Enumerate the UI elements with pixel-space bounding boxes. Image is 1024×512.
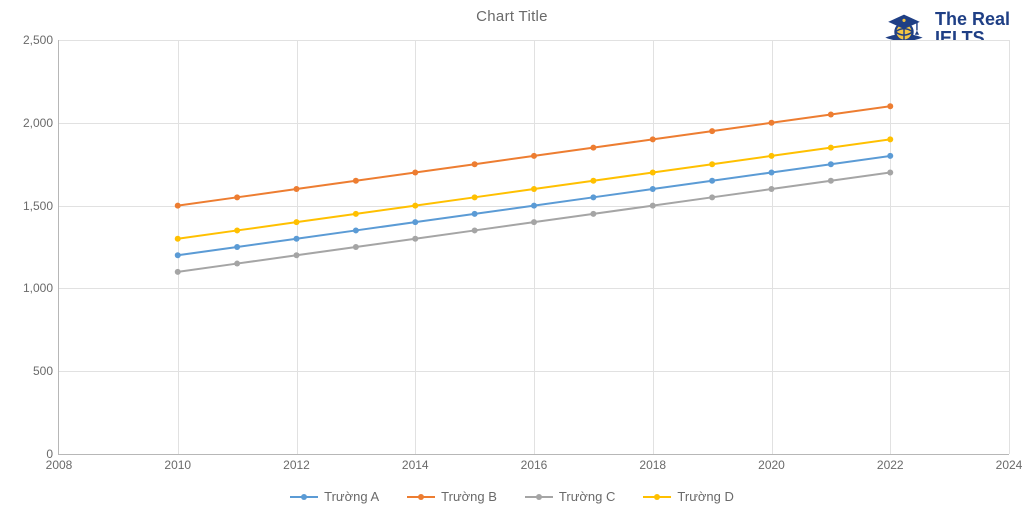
series-marker bbox=[234, 194, 240, 200]
series-marker bbox=[353, 227, 359, 233]
series-marker bbox=[175, 269, 181, 275]
series-marker bbox=[887, 169, 893, 175]
series-marker bbox=[590, 194, 596, 200]
series-marker bbox=[234, 244, 240, 250]
series-marker bbox=[531, 186, 537, 192]
y-tick-label: 1,500 bbox=[23, 199, 59, 213]
series-marker bbox=[650, 203, 656, 209]
legend-label: Trường A bbox=[324, 489, 379, 504]
x-gridline bbox=[1009, 40, 1010, 454]
series-marker bbox=[294, 186, 300, 192]
series-marker bbox=[709, 161, 715, 167]
series-marker bbox=[294, 252, 300, 258]
series-marker bbox=[412, 236, 418, 242]
brand-line1: The Real bbox=[935, 10, 1010, 29]
series-marker bbox=[709, 128, 715, 134]
series-marker bbox=[650, 136, 656, 142]
series-marker bbox=[590, 145, 596, 151]
series-marker bbox=[531, 153, 537, 159]
series-marker bbox=[353, 211, 359, 217]
series-marker bbox=[769, 153, 775, 159]
series-marker bbox=[234, 261, 240, 267]
y-tick-label: 2,500 bbox=[23, 33, 59, 47]
x-tick-label: 2018 bbox=[639, 454, 666, 472]
series-marker bbox=[175, 203, 181, 209]
plot-area: 05001,0001,5002,0002,5002008201020122014… bbox=[58, 40, 1009, 455]
legend-label: Trường B bbox=[441, 489, 497, 504]
series-marker bbox=[887, 136, 893, 142]
series-marker bbox=[769, 186, 775, 192]
series-marker bbox=[887, 103, 893, 109]
series-marker bbox=[234, 227, 240, 233]
series-marker bbox=[590, 211, 596, 217]
legend-label: Trường D bbox=[677, 489, 733, 504]
series-marker bbox=[828, 145, 834, 151]
series-marker bbox=[769, 169, 775, 175]
series-marker bbox=[709, 194, 715, 200]
series-marker bbox=[472, 194, 478, 200]
legend-item: Trường D bbox=[643, 489, 733, 504]
series-marker bbox=[472, 227, 478, 233]
legend-item: Trường B bbox=[407, 489, 497, 504]
series-marker bbox=[412, 169, 418, 175]
series-marker bbox=[294, 219, 300, 225]
x-tick-label: 2014 bbox=[402, 454, 429, 472]
series-marker bbox=[412, 203, 418, 209]
x-tick-label: 2016 bbox=[521, 454, 548, 472]
series-marker bbox=[531, 203, 537, 209]
series-marker bbox=[650, 186, 656, 192]
series-marker bbox=[353, 178, 359, 184]
series-marker bbox=[472, 161, 478, 167]
series-marker bbox=[828, 161, 834, 167]
series-marker bbox=[590, 178, 596, 184]
x-tick-label: 2024 bbox=[996, 454, 1023, 472]
series-marker bbox=[531, 219, 537, 225]
chart-title: Chart Title bbox=[0, 8, 1024, 25]
x-tick-label: 2012 bbox=[283, 454, 310, 472]
series-marker bbox=[828, 178, 834, 184]
x-tick-label: 2010 bbox=[164, 454, 191, 472]
legend: Trường A Trường B Trường C Trường D bbox=[0, 485, 1024, 505]
legend-item: Trường C bbox=[525, 489, 615, 504]
series-marker bbox=[175, 252, 181, 258]
series-layer bbox=[59, 40, 1009, 454]
series-marker bbox=[709, 178, 715, 184]
series-marker bbox=[294, 236, 300, 242]
series-marker bbox=[353, 244, 359, 250]
series-marker bbox=[828, 112, 834, 118]
y-tick-label: 500 bbox=[33, 364, 59, 378]
series-marker bbox=[769, 120, 775, 126]
legend-label: Trường C bbox=[559, 489, 615, 504]
legend-item: Trường A bbox=[290, 489, 379, 504]
y-tick-label: 2,000 bbox=[23, 116, 59, 130]
series-marker bbox=[887, 153, 893, 159]
series-marker bbox=[412, 219, 418, 225]
series-marker bbox=[175, 236, 181, 242]
series-marker bbox=[472, 211, 478, 217]
x-tick-label: 2020 bbox=[758, 454, 785, 472]
x-tick-label: 2008 bbox=[46, 454, 73, 472]
chart-container: Chart Title The Real IELTS 05001,0001,50… bbox=[0, 0, 1024, 512]
series-marker bbox=[650, 169, 656, 175]
x-tick-label: 2022 bbox=[877, 454, 904, 472]
y-tick-label: 1,000 bbox=[23, 281, 59, 295]
